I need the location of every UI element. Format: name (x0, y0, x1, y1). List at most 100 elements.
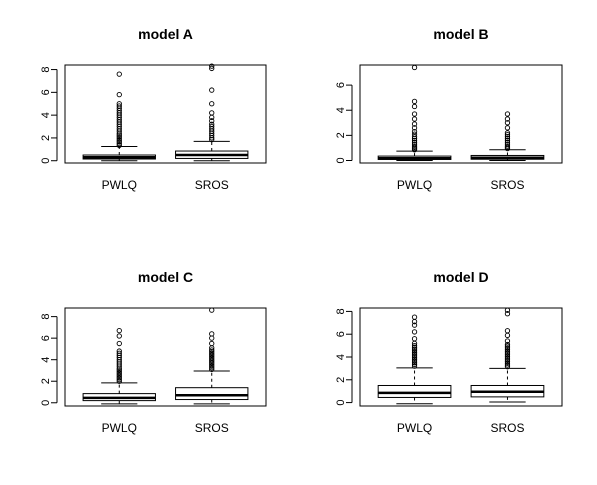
outlier-point (504, 141, 511, 147)
outlier-point (504, 307, 511, 313)
plot-frame (64, 64, 267, 164)
outlier-point (116, 91, 122, 98)
outlier-point (411, 348, 418, 354)
outlier-point (504, 353, 511, 360)
x-category-label: SROS (195, 178, 229, 192)
outlier-point (411, 353, 418, 359)
outlier-point (411, 116, 418, 122)
box-sros (470, 307, 545, 403)
outlier-point (504, 341, 511, 348)
outlier-point (209, 65, 215, 72)
outlier-point (209, 123, 215, 130)
outlier-point (504, 343, 511, 349)
y-tick-label: 8 (335, 308, 347, 314)
x-category-label: SROS (490, 178, 524, 192)
outlier-point (411, 143, 418, 149)
chart-title: model B (433, 26, 488, 42)
outlier-point (504, 130, 511, 136)
outlier-point (411, 125, 418, 131)
outlier-point (411, 361, 418, 368)
x-category-label: PWLQ (397, 421, 432, 435)
y-tick-label: 6 (335, 82, 347, 88)
outlier-point (504, 120, 511, 126)
outlier-point (411, 360, 418, 366)
outlier-point (116, 135, 122, 142)
outlier-point (504, 137, 511, 144)
outlier-point (116, 103, 122, 109)
y-tick-label: 0 (40, 400, 52, 406)
y-tick-label: 6 (40, 89, 52, 95)
outlier-point (504, 133, 511, 140)
outlier-point (504, 332, 511, 338)
y-tick-label: 2 (335, 132, 347, 138)
box-iqr (377, 384, 452, 398)
outlier-point (504, 111, 511, 117)
outlier-point (504, 328, 511, 334)
y-tick-label: 4 (335, 354, 347, 360)
outlier-point (411, 358, 418, 364)
y-tick-label: 0 (335, 157, 347, 163)
outlier-point (116, 368, 122, 375)
x-category-label: PWLQ (397, 178, 432, 192)
outlier-point (504, 348, 511, 354)
x-category-label: PWLQ (102, 421, 137, 435)
outlier-point (504, 350, 511, 356)
outlier-point (116, 367, 122, 373)
outlier-point (504, 338, 511, 344)
outlier-point (116, 348, 122, 354)
y-tick-label: 4 (335, 107, 347, 113)
x-category-label: SROS (195, 421, 229, 435)
outlier-point (411, 128, 418, 135)
outlier-point (411, 98, 418, 105)
outlier-point (504, 352, 511, 358)
outlier-point (116, 340, 122, 347)
y-tick-label: 6 (335, 331, 347, 337)
x-category-label: PWLQ (102, 178, 137, 192)
outlier-point (209, 335, 215, 341)
outlier-point (209, 307, 215, 313)
y-tick-label: 2 (40, 378, 52, 384)
outlier-point (411, 349, 418, 356)
outlier-point (411, 342, 418, 349)
outlier-point (116, 333, 122, 339)
outlier-point (116, 139, 122, 145)
outlier-point (411, 141, 418, 147)
box-pwlq (377, 64, 452, 161)
outlier-point (504, 125, 511, 131)
outlier-point (504, 139, 511, 145)
outlier-point (411, 322, 418, 328)
x-category-label: SROS (490, 421, 524, 435)
outlier-point (504, 346, 511, 353)
y-tick-label: 8 (40, 314, 52, 320)
outlier-point (411, 111, 418, 117)
outlier-point (504, 345, 511, 351)
outlier-point (504, 311, 511, 317)
chart-title: model C (138, 269, 193, 285)
outlier-point (504, 364, 511, 370)
outlier-point (504, 135, 511, 142)
outlier-point (411, 354, 418, 361)
outlier-point (209, 350, 215, 356)
outlier-point (209, 348, 215, 355)
outlier-point (411, 363, 418, 369)
outlier-point (116, 101, 122, 107)
chart-panel: model A 0 2 4 6 8 PWLQ SROS (40, 26, 267, 192)
outlier-point (504, 357, 511, 363)
outlier-point (209, 101, 215, 107)
outlier-point (116, 71, 122, 77)
outlier-point (504, 116, 511, 122)
chart-title: model D (433, 269, 488, 285)
outlier-point (411, 314, 418, 320)
y-tick-label: 2 (335, 377, 347, 383)
chart-title: model A (138, 26, 193, 42)
box-pwlq (82, 71, 156, 162)
box-pwlq (82, 327, 156, 405)
outlier-point (116, 137, 122, 143)
chart-panel: model C 0 2 4 6 8 PWLQ SROS (40, 269, 267, 435)
outlier-point (209, 118, 215, 124)
outlier-point (116, 350, 122, 356)
outlier-point (504, 355, 511, 361)
outlier-point (411, 133, 418, 140)
outlier-point (209, 331, 215, 337)
